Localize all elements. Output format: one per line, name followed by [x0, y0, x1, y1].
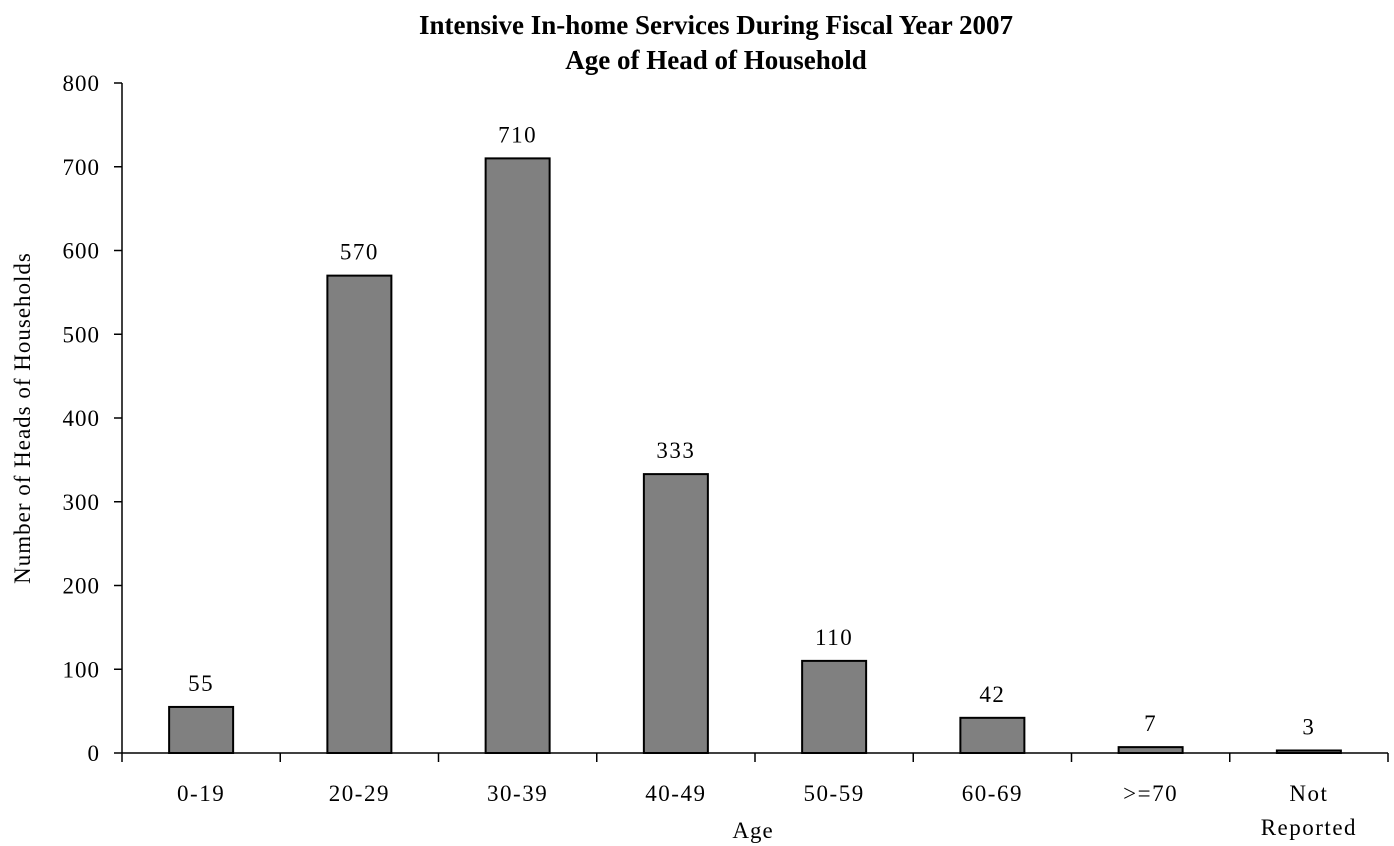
bar-3: [644, 474, 708, 753]
y-axis: 0 100 200 300 400 500 600 700 800: [63, 71, 123, 766]
x-tick-label: 20-29: [329, 781, 390, 806]
bar-1: [327, 276, 391, 753]
y-tick-label: 100: [63, 657, 101, 682]
data-label-2: 710: [498, 122, 537, 147]
data-label-7: 3: [1302, 714, 1315, 739]
bar-6: [1119, 747, 1183, 753]
y-tick-label: 600: [63, 239, 101, 264]
x-tick-label: >=70: [1123, 781, 1178, 806]
x-tick-label: 0-19: [177, 781, 225, 806]
y-tick-label: 200: [63, 574, 101, 599]
y-tick-label: 400: [63, 406, 101, 431]
y-axis-title: Number of Heads of Households: [10, 252, 35, 584]
x-tick-label: 50-59: [804, 781, 865, 806]
data-label-1: 570: [340, 240, 379, 265]
chart-title: Intensive In-home Services During Fiscal…: [419, 10, 1013, 75]
data-label-6: 7: [1144, 711, 1157, 736]
x-tick-label: Reported: [1261, 815, 1357, 840]
x-tick-label: 40-49: [645, 781, 706, 806]
y-tick-label: 700: [63, 155, 101, 180]
x-tick-label: 30-39: [487, 781, 548, 806]
x-tick-label: Not: [1289, 781, 1328, 806]
bar-4: [802, 661, 866, 753]
chart-title-line-2: Age of Head of Household: [565, 45, 867, 75]
bar-0: [169, 707, 233, 753]
data-label-5: 42: [979, 682, 1005, 707]
data-label-4: 110: [815, 625, 853, 650]
x-axis-title: Age: [732, 818, 773, 843]
x-tick-label: 60-69: [962, 781, 1023, 806]
y-tick-label: 300: [63, 490, 101, 515]
y-tick-label: 500: [63, 322, 101, 347]
y-tick-label: 800: [63, 71, 101, 96]
data-label-0: 55: [188, 671, 214, 696]
bar-5: [960, 718, 1024, 753]
data-label-3: 333: [656, 438, 695, 463]
bar-2: [486, 158, 550, 753]
bar-7: [1277, 750, 1341, 753]
y-tick-label: 0: [88, 741, 101, 766]
chart-title-line-1: Intensive In-home Services During Fiscal…: [419, 10, 1013, 40]
